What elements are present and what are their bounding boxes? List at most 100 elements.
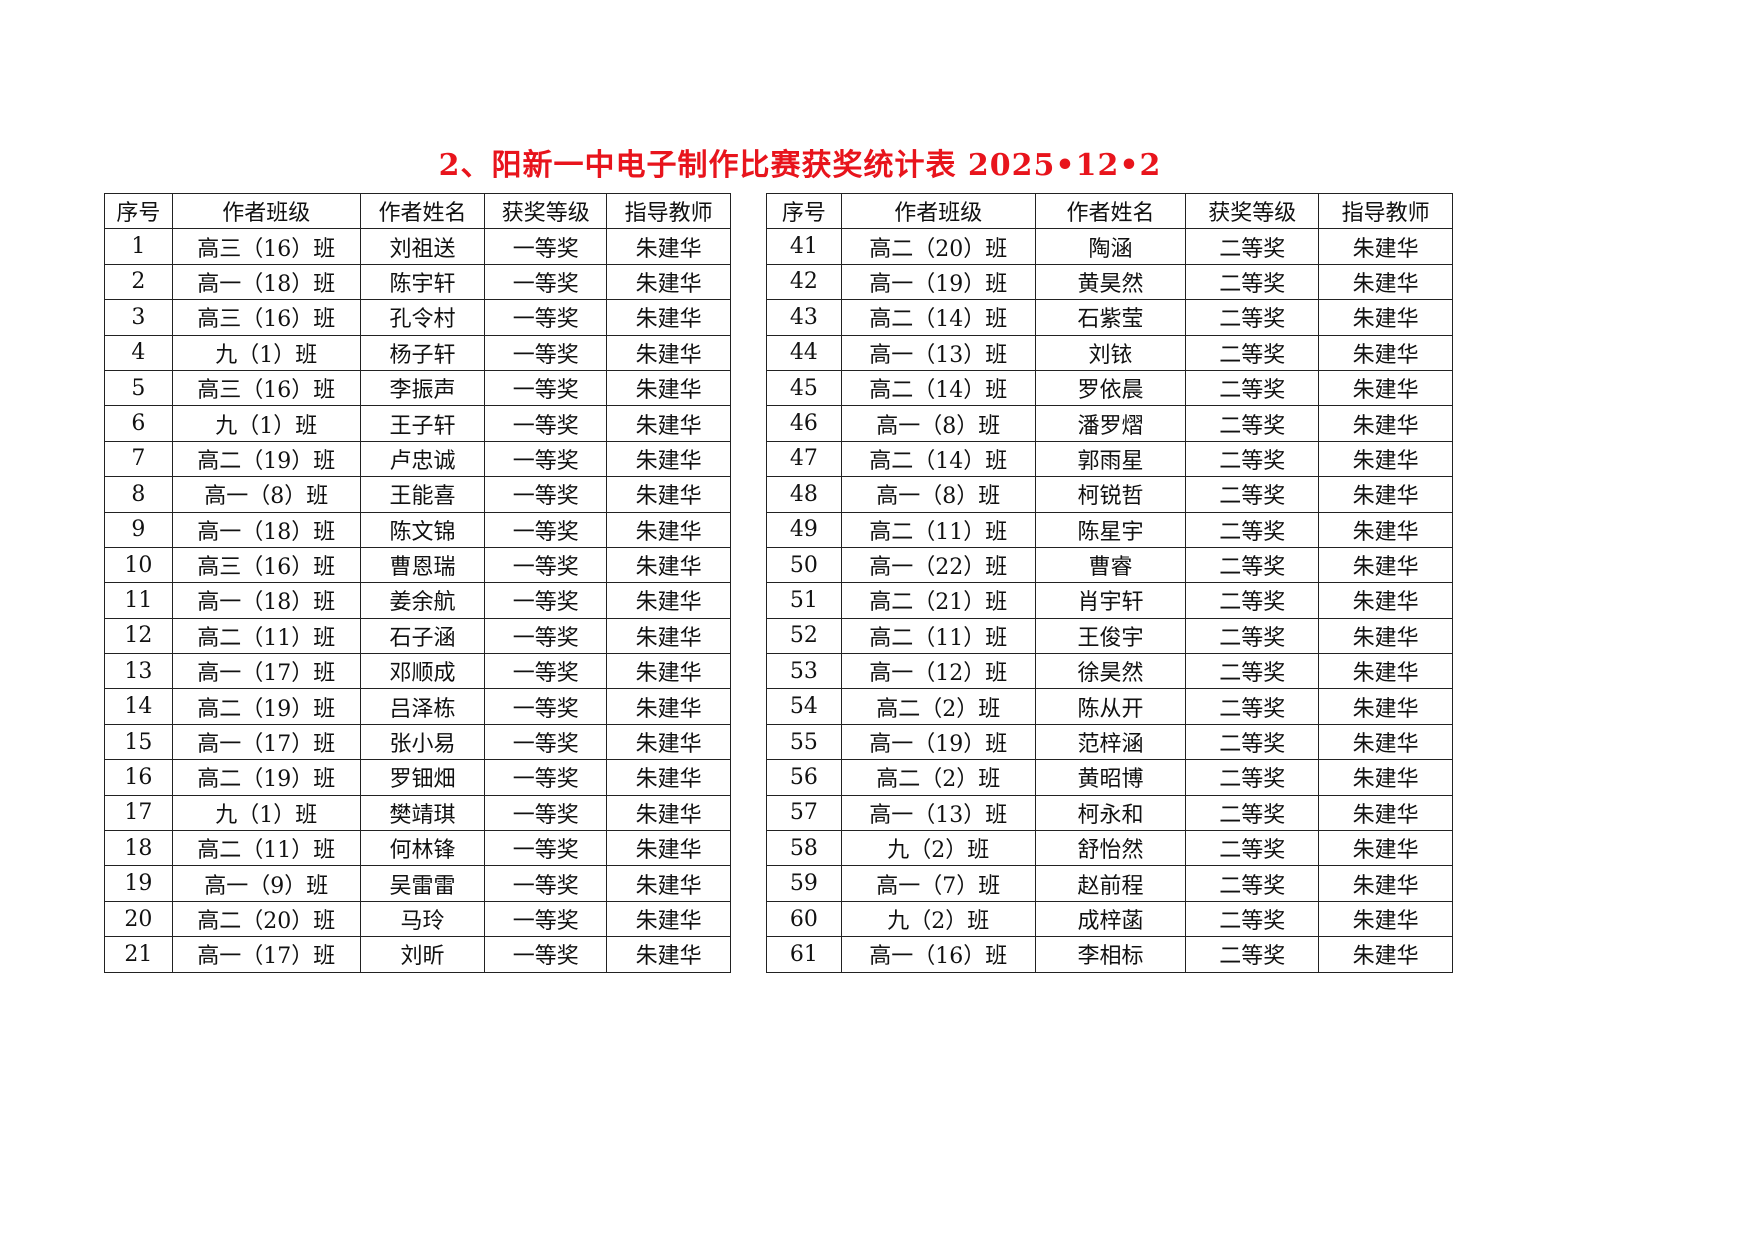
table-row: 10 高三（16）班 曹恩瑞 一等奖 朱建华: [104, 546, 731, 584]
cell-award: 一等奖: [484, 653, 608, 690]
cell-index: 53: [766, 653, 842, 690]
cell-class: 高三（16）班: [171, 369, 361, 407]
cell-name: 曹睿: [1034, 546, 1187, 584]
table-row: 59 高一（7）班 赵前程 二等奖 朱建华: [766, 865, 1453, 902]
cell-award: 一等奖: [484, 723, 608, 761]
cell-index: 12: [104, 617, 173, 655]
cell-teacher: 朱建华: [1318, 263, 1453, 301]
cell-name: 陶涵: [1034, 228, 1187, 265]
cell-class: 九（2）班: [840, 900, 1036, 938]
cell-teacher: 朱建华: [1318, 476, 1453, 513]
cell-award: 二等奖: [1185, 830, 1320, 867]
cell-index: 4: [104, 334, 173, 371]
cell-teacher: 朱建华: [606, 723, 731, 761]
cell-name: 马玲: [359, 900, 486, 938]
cell-class: 高二（11）班: [171, 830, 361, 867]
cell-name: 黄昭博: [1034, 759, 1187, 796]
cell-teacher: 朱建华: [606, 546, 731, 584]
cell-index: 52: [766, 617, 842, 655]
table-row: 52 高二（11）班 王俊宇 二等奖 朱建华: [766, 617, 1453, 655]
cell-name: 罗依晨: [1034, 369, 1187, 407]
table-row: 50 高一（22）班 曹睿 二等奖 朱建华: [766, 546, 1453, 584]
table-row: 48 高一（8）班 柯锐哲 二等奖 朱建华: [766, 476, 1453, 513]
table-row: 8 高一（8）班 王能喜 一等奖 朱建华: [104, 476, 731, 513]
header-teacher: 指导教师: [1318, 192, 1453, 230]
cell-name: 吴雷雷: [359, 865, 486, 902]
cell-teacher: 朱建华: [606, 936, 731, 973]
cell-teacher: 朱建华: [1318, 405, 1453, 442]
cell-index: 14: [104, 688, 173, 725]
cell-class: 高二（19）班: [171, 688, 361, 725]
cell-index: 46: [766, 405, 842, 442]
cell-index: 42: [766, 263, 842, 301]
table-row: 16 高二（19）班 罗钿畑 一等奖 朱建华: [104, 759, 731, 796]
cell-teacher: 朱建华: [1318, 936, 1453, 973]
cell-index: 60: [766, 900, 842, 938]
table-row: 41 高二（20）班 陶涵 二等奖 朱建华: [766, 228, 1453, 265]
cell-name: 陈宇轩: [359, 263, 486, 301]
cell-award: 一等奖: [484, 299, 608, 336]
cell-award: 一等奖: [484, 405, 608, 442]
cell-class: 九（1）班: [171, 794, 361, 832]
cell-index: 1: [104, 228, 173, 265]
table-row: 49 高二（11）班 陈星宇 二等奖 朱建华: [766, 511, 1453, 548]
cell-award: 一等奖: [484, 617, 608, 655]
cell-award: 一等奖: [484, 582, 608, 619]
header-row: 序号 作者班级 作者姓名 获奖等级 指导教师: [104, 192, 731, 230]
cell-name: 樊靖琪: [359, 794, 486, 832]
cell-award: 二等奖: [1185, 794, 1320, 832]
table-row: 11 高一（18）班 姜余航 一等奖 朱建华: [104, 582, 731, 619]
cell-name: 李相标: [1034, 936, 1187, 973]
cell-name: 王子轩: [359, 405, 486, 442]
cell-teacher: 朱建华: [1318, 617, 1453, 655]
cell-class: 高一（8）班: [171, 476, 361, 513]
table-row: 5 高三（16）班 李振声 一等奖 朱建华: [104, 369, 731, 407]
cell-name: 成梓菡: [1034, 900, 1187, 938]
cell-teacher: 朱建华: [606, 900, 731, 938]
cell-name: 卢忠诚: [359, 440, 486, 478]
cell-class: 九（1）班: [171, 334, 361, 371]
header-index: 序号: [766, 192, 842, 230]
cell-class: 高一（16）班: [840, 936, 1036, 973]
table-row: 17 九（1）班 樊靖琪 一等奖 朱建华: [104, 794, 731, 832]
cell-index: 9: [104, 511, 173, 548]
header-name: 作者姓名: [359, 192, 486, 230]
cell-index: 48: [766, 476, 842, 513]
cell-award: 二等奖: [1185, 723, 1320, 761]
cell-teacher: 朱建华: [606, 582, 731, 619]
cell-name: 石紫莹: [1034, 299, 1187, 336]
cell-index: 47: [766, 440, 842, 478]
cell-name: 赵前程: [1034, 865, 1187, 902]
cell-name: 柯锐哲: [1034, 476, 1187, 513]
cell-name: 陈星宇: [1034, 511, 1187, 548]
cell-award: 二等奖: [1185, 299, 1320, 336]
cell-index: 58: [766, 830, 842, 867]
cell-class: 高一（18）班: [171, 511, 361, 548]
cell-index: 56: [766, 759, 842, 796]
cell-award: 一等奖: [484, 369, 608, 407]
cell-teacher: 朱建华: [606, 617, 731, 655]
cell-award: 二等奖: [1185, 653, 1320, 690]
cell-teacher: 朱建华: [606, 794, 731, 832]
cell-index: 16: [104, 759, 173, 796]
cell-teacher: 朱建华: [606, 405, 731, 442]
cell-award: 二等奖: [1185, 405, 1320, 442]
cell-teacher: 朱建华: [606, 865, 731, 902]
cell-teacher: 朱建华: [1318, 440, 1453, 478]
cell-name: 杨子轩: [359, 334, 486, 371]
cell-award: 一等奖: [484, 936, 608, 973]
cell-award: 二等奖: [1185, 865, 1320, 902]
cell-class: 高二（2）班: [840, 688, 1036, 725]
header-index: 序号: [104, 192, 173, 230]
cell-teacher: 朱建华: [606, 476, 731, 513]
table-row: 43 高二（14）班 石紫莹 二等奖 朱建华: [766, 299, 1453, 336]
cell-teacher: 朱建华: [1318, 653, 1453, 690]
cell-award: 二等奖: [1185, 582, 1320, 619]
awards-table-right: 序号 作者班级 作者姓名 获奖等级 指导教师 41 高二（20）班 陶涵 二等奖 朱建华 42 高一（…: [766, 192, 1453, 973]
table-row: 2 高一（18）班 陈宇轩 一等奖 朱建华: [104, 263, 731, 301]
cell-index: 54: [766, 688, 842, 725]
cell-class: 高二（11）班: [840, 617, 1036, 655]
cell-teacher: 朱建华: [606, 228, 731, 265]
cell-teacher: 朱建华: [1318, 511, 1453, 548]
cell-class: 高二（21）班: [840, 582, 1036, 619]
